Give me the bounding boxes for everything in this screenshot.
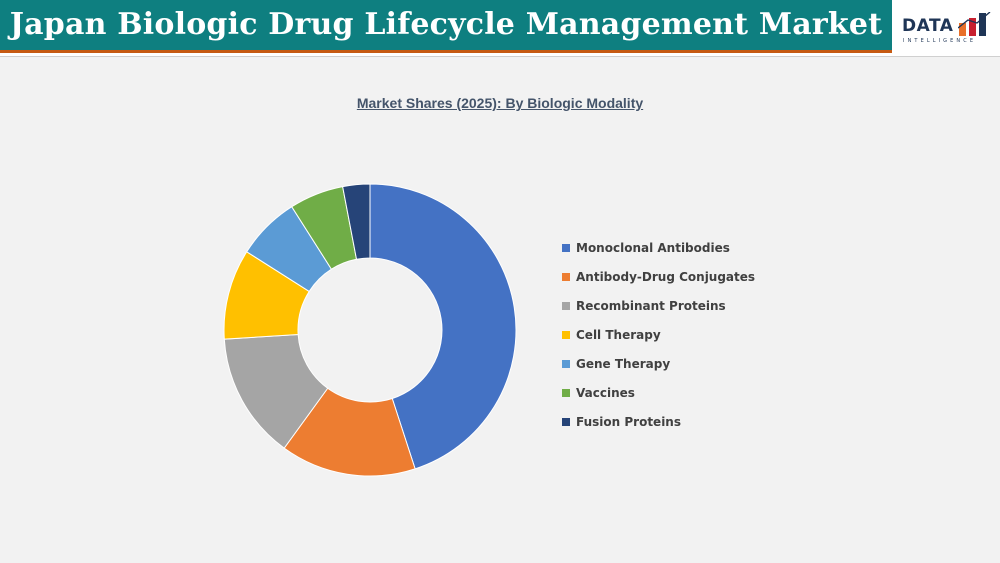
donut-slice-monoclonal-antibodies [369, 183, 517, 470]
logo-wordmark: DATA [902, 16, 954, 36]
chart-title: Market Shares (2025): By Biologic Modali… [356, 95, 644, 111]
company-logo[interactable]: DATA INTELLIGENCE [898, 6, 996, 50]
legend-swatch [562, 244, 570, 253]
page-title: Japan Biologic Drug Lifecycle Management… [9, 7, 883, 42]
legend-label: Antibody-Drug Conjugates [576, 270, 756, 285]
legend-item: Antibody-Drug Conjugates [562, 263, 755, 292]
legend-item: Recombinant Proteins [562, 292, 755, 321]
legend-label: Recombinant Proteins [576, 299, 726, 314]
donut-slice-fusion-proteins [342, 183, 371, 260]
legend-item: Monoclonal Antibodies [562, 234, 755, 263]
legend-swatch [562, 360, 570, 368]
legend-swatch [562, 302, 570, 311]
legend-swatch [562, 331, 570, 340]
legend-label: Monoclonal Antibodies [576, 241, 730, 256]
legend-label: Gene Therapy [576, 357, 671, 371]
chart-legend: Monoclonal Antibodies Antibody-Drug Conju… [562, 234, 755, 436]
title-bar [0, 0, 892, 53]
header-divider [0, 56, 1000, 57]
legend-label: Fusion Proteins [576, 414, 681, 429]
legend-swatch [562, 273, 570, 282]
legend-item: Fusion Proteins [562, 407, 755, 436]
bar-chart-logo-icon [958, 12, 991, 36]
header: Japan Biologic Drug Lifecycle Management… [0, 0, 1000, 56]
donut-chart [223, 183, 517, 477]
legend-label: Cell Therapy [576, 328, 661, 343]
legend-item: Cell Therapy [562, 321, 755, 350]
logo-subtitle: INTELLIGENCE [903, 38, 977, 44]
legend-swatch [562, 417, 570, 426]
legend-label: Vaccines [576, 385, 635, 400]
legend-swatch [562, 388, 570, 397]
legend-item: Vaccines [562, 378, 755, 407]
legend-item: Gene Therapy [562, 350, 755, 379]
